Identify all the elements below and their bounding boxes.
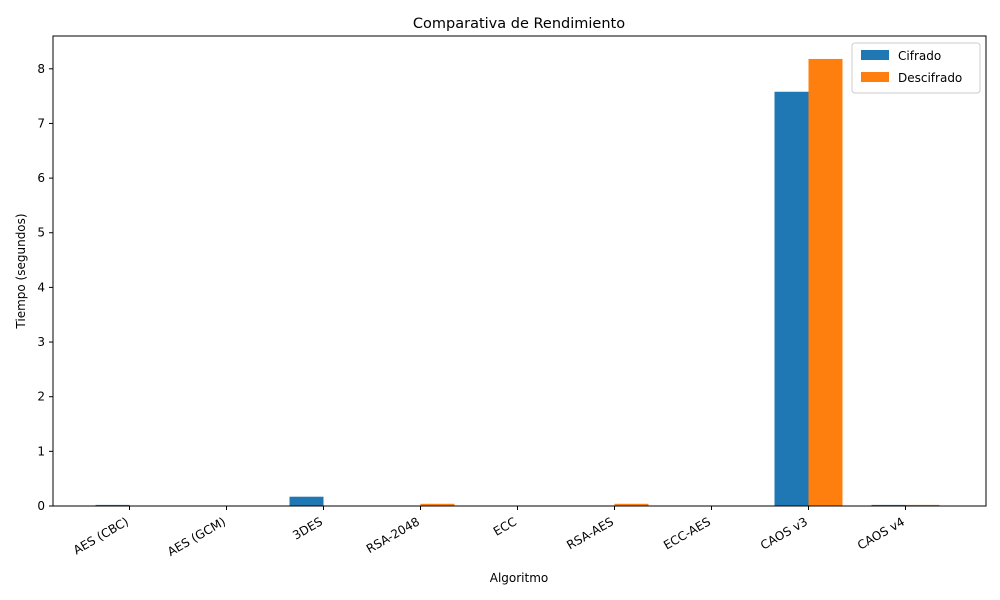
y-tick-label: 1 [37,444,45,458]
x-axis: AES (CBC) AES (GCM) 3DES RSA-2048 ECC RSA-AES… [71,506,907,559]
legend-swatch-0 [861,50,889,60]
legend: Cifrado Descifrado [851,42,981,94]
legend-swatch-1 [861,72,889,82]
legend-label-0: Cifrado [898,49,941,63]
x-axis-label: Algoritmo [490,571,549,585]
x-tick-label: RSA-AES [564,514,616,552]
x-tick-label: ECC-AES [661,514,713,552]
y-axis: 0 1 2 3 4 5 6 7 8 [37,62,53,513]
x-tick-label: ECC [491,514,519,538]
x-tick-label: CAOS v4 [855,514,907,552]
y-tick-label: 3 [37,335,45,349]
x-tick-label: AES (CBC) [71,514,131,557]
y-tick-label: 8 [37,62,45,76]
y-tick-label: 7 [37,116,45,130]
y-tick-label: 0 [37,499,45,513]
legend-label-1: Descifrado [898,71,962,85]
x-tick-label: RSA-2048 [364,514,422,556]
y-tick-label: 2 [37,390,45,404]
bar-descifrado-3 [420,503,455,506]
y-tick-label: 6 [37,171,45,185]
plot-frame [52,35,987,507]
y-tick-label: 5 [37,226,45,240]
bar-descifrado-8 [905,504,940,506]
bars-group [95,58,940,506]
bar-descifrado-5 [614,503,649,506]
bar-cifrado-7 [774,91,809,506]
x-tick-label: CAOS v3 [758,514,810,552]
x-tick-label: 3DES [290,514,325,542]
bar-cifrado-0 [95,504,130,506]
chart-title: Comparativa de Rendimiento [413,16,625,32]
y-axis-label: Tiempo (segundos) [14,213,28,329]
bar-cifrado-8 [871,504,906,506]
x-tick-label: AES (GCM) [165,514,228,558]
y-tick-label: 4 [37,280,45,294]
bar-descifrado-7 [808,58,843,506]
bar-cifrado-2 [289,496,324,506]
